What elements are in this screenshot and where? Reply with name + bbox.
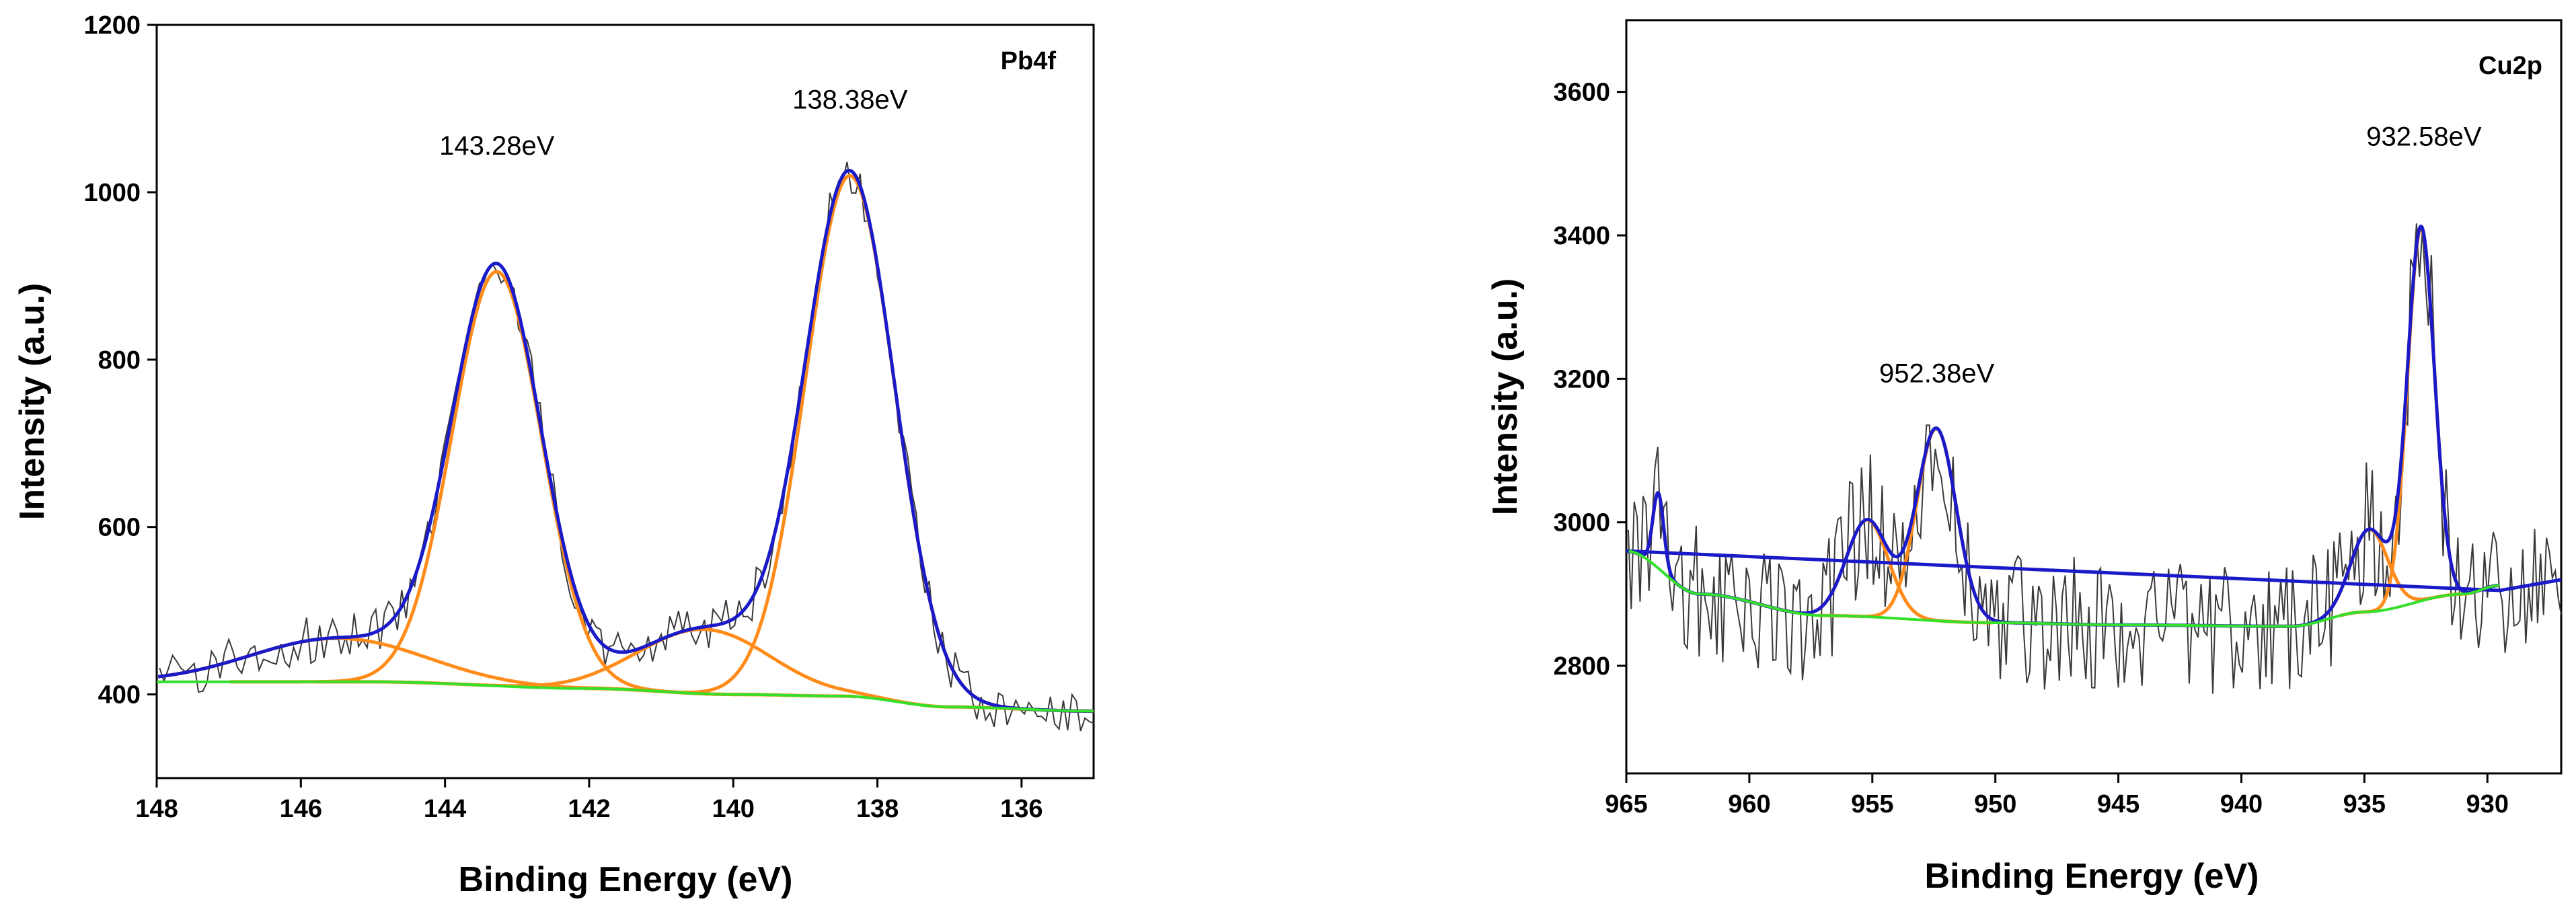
cu2p-panel-label: Cu2p (2478, 52, 2542, 80)
pb4f-y-axis-title: Intensity (a.u.) (13, 283, 52, 520)
y-tick-label: 2800 (1553, 652, 1610, 681)
x-tick-label: 144 (424, 795, 466, 823)
y-tick-label: 3600 (1553, 79, 1610, 107)
y-tick-label: 3200 (1553, 365, 1610, 393)
cu2p-plot-frame (1625, 19, 2563, 775)
pb4f-panel-label: Pb4f (1001, 47, 1057, 75)
x-tick-label: 965 (1605, 790, 1647, 818)
x-tick-label: 930 (2466, 790, 2509, 818)
cu2p-fit-envelope (1626, 224, 2562, 628)
pb4f-series (157, 161, 1094, 732)
x-tick-label: 140 (712, 795, 755, 823)
x-tick-label: 955 (1851, 790, 1893, 818)
cu2p-x-axis-title: Binding Energy (eV) (1925, 857, 2259, 896)
cu2p-baseline (1628, 549, 2500, 628)
x-tick-label: 136 (1000, 795, 1043, 823)
cu2p-ticks: 965 960 955 950 945 940 935 930 2800 3000 3200 3400… (1553, 79, 2509, 818)
y-tick-label: 3400 (1553, 222, 1610, 250)
pb4f-chart: 148 146 144 142 140 138 136 400 600 800 1000 1200 P… (13, 11, 1095, 899)
pb4f-plot-frame (155, 24, 1095, 779)
x-tick-label: 146 (280, 795, 322, 823)
cu2p-peak-label-952: 952.38eV (1879, 359, 1995, 389)
cu2p-chart: 965 960 955 950 945 940 935 930 2800 3000 3200 3400… (1486, 19, 2563, 896)
pb4f-baseline (157, 680, 1094, 713)
x-tick-label: 142 (568, 795, 610, 823)
y-tick-label: 1000 (83, 179, 141, 207)
y-tick-label: 600 (98, 514, 141, 542)
pb4f-ticks: 148 146 144 142 140 138 136 400 600 800 1000 1200 (83, 11, 1043, 823)
x-tick-label: 935 (2343, 790, 2386, 818)
x-tick-label: 148 (135, 795, 178, 823)
x-tick-label: 950 (1974, 790, 2016, 818)
y-tick-label: 800 (98, 346, 141, 375)
pb4f-peak-label-138: 138.38eV (792, 85, 908, 114)
x-tick-label: 945 (2097, 790, 2139, 818)
pb4f-peak-label-143: 143.28eV (439, 131, 555, 161)
pb4f-x-axis-title: Binding Energy (eV) (459, 860, 793, 899)
pb4f-fit-envelope (157, 168, 1094, 713)
x-tick-label: 960 (1728, 790, 1770, 818)
cu2p-series (1626, 223, 2562, 694)
x-tick-label: 940 (2220, 790, 2263, 818)
y-tick-label: 400 (98, 681, 141, 710)
pb4f-component-138 (583, 174, 1094, 713)
cu2p-y-axis-title: Intensity (a.u.) (1486, 278, 1525, 515)
y-tick-label: 3000 (1553, 509, 1610, 537)
y-tick-label: 1200 (83, 11, 141, 40)
pb4f-raw-spectrum (159, 161, 1094, 732)
x-tick-label: 138 (856, 795, 899, 823)
cu2p-peak-label-932: 932.58eV (2366, 122, 2482, 152)
